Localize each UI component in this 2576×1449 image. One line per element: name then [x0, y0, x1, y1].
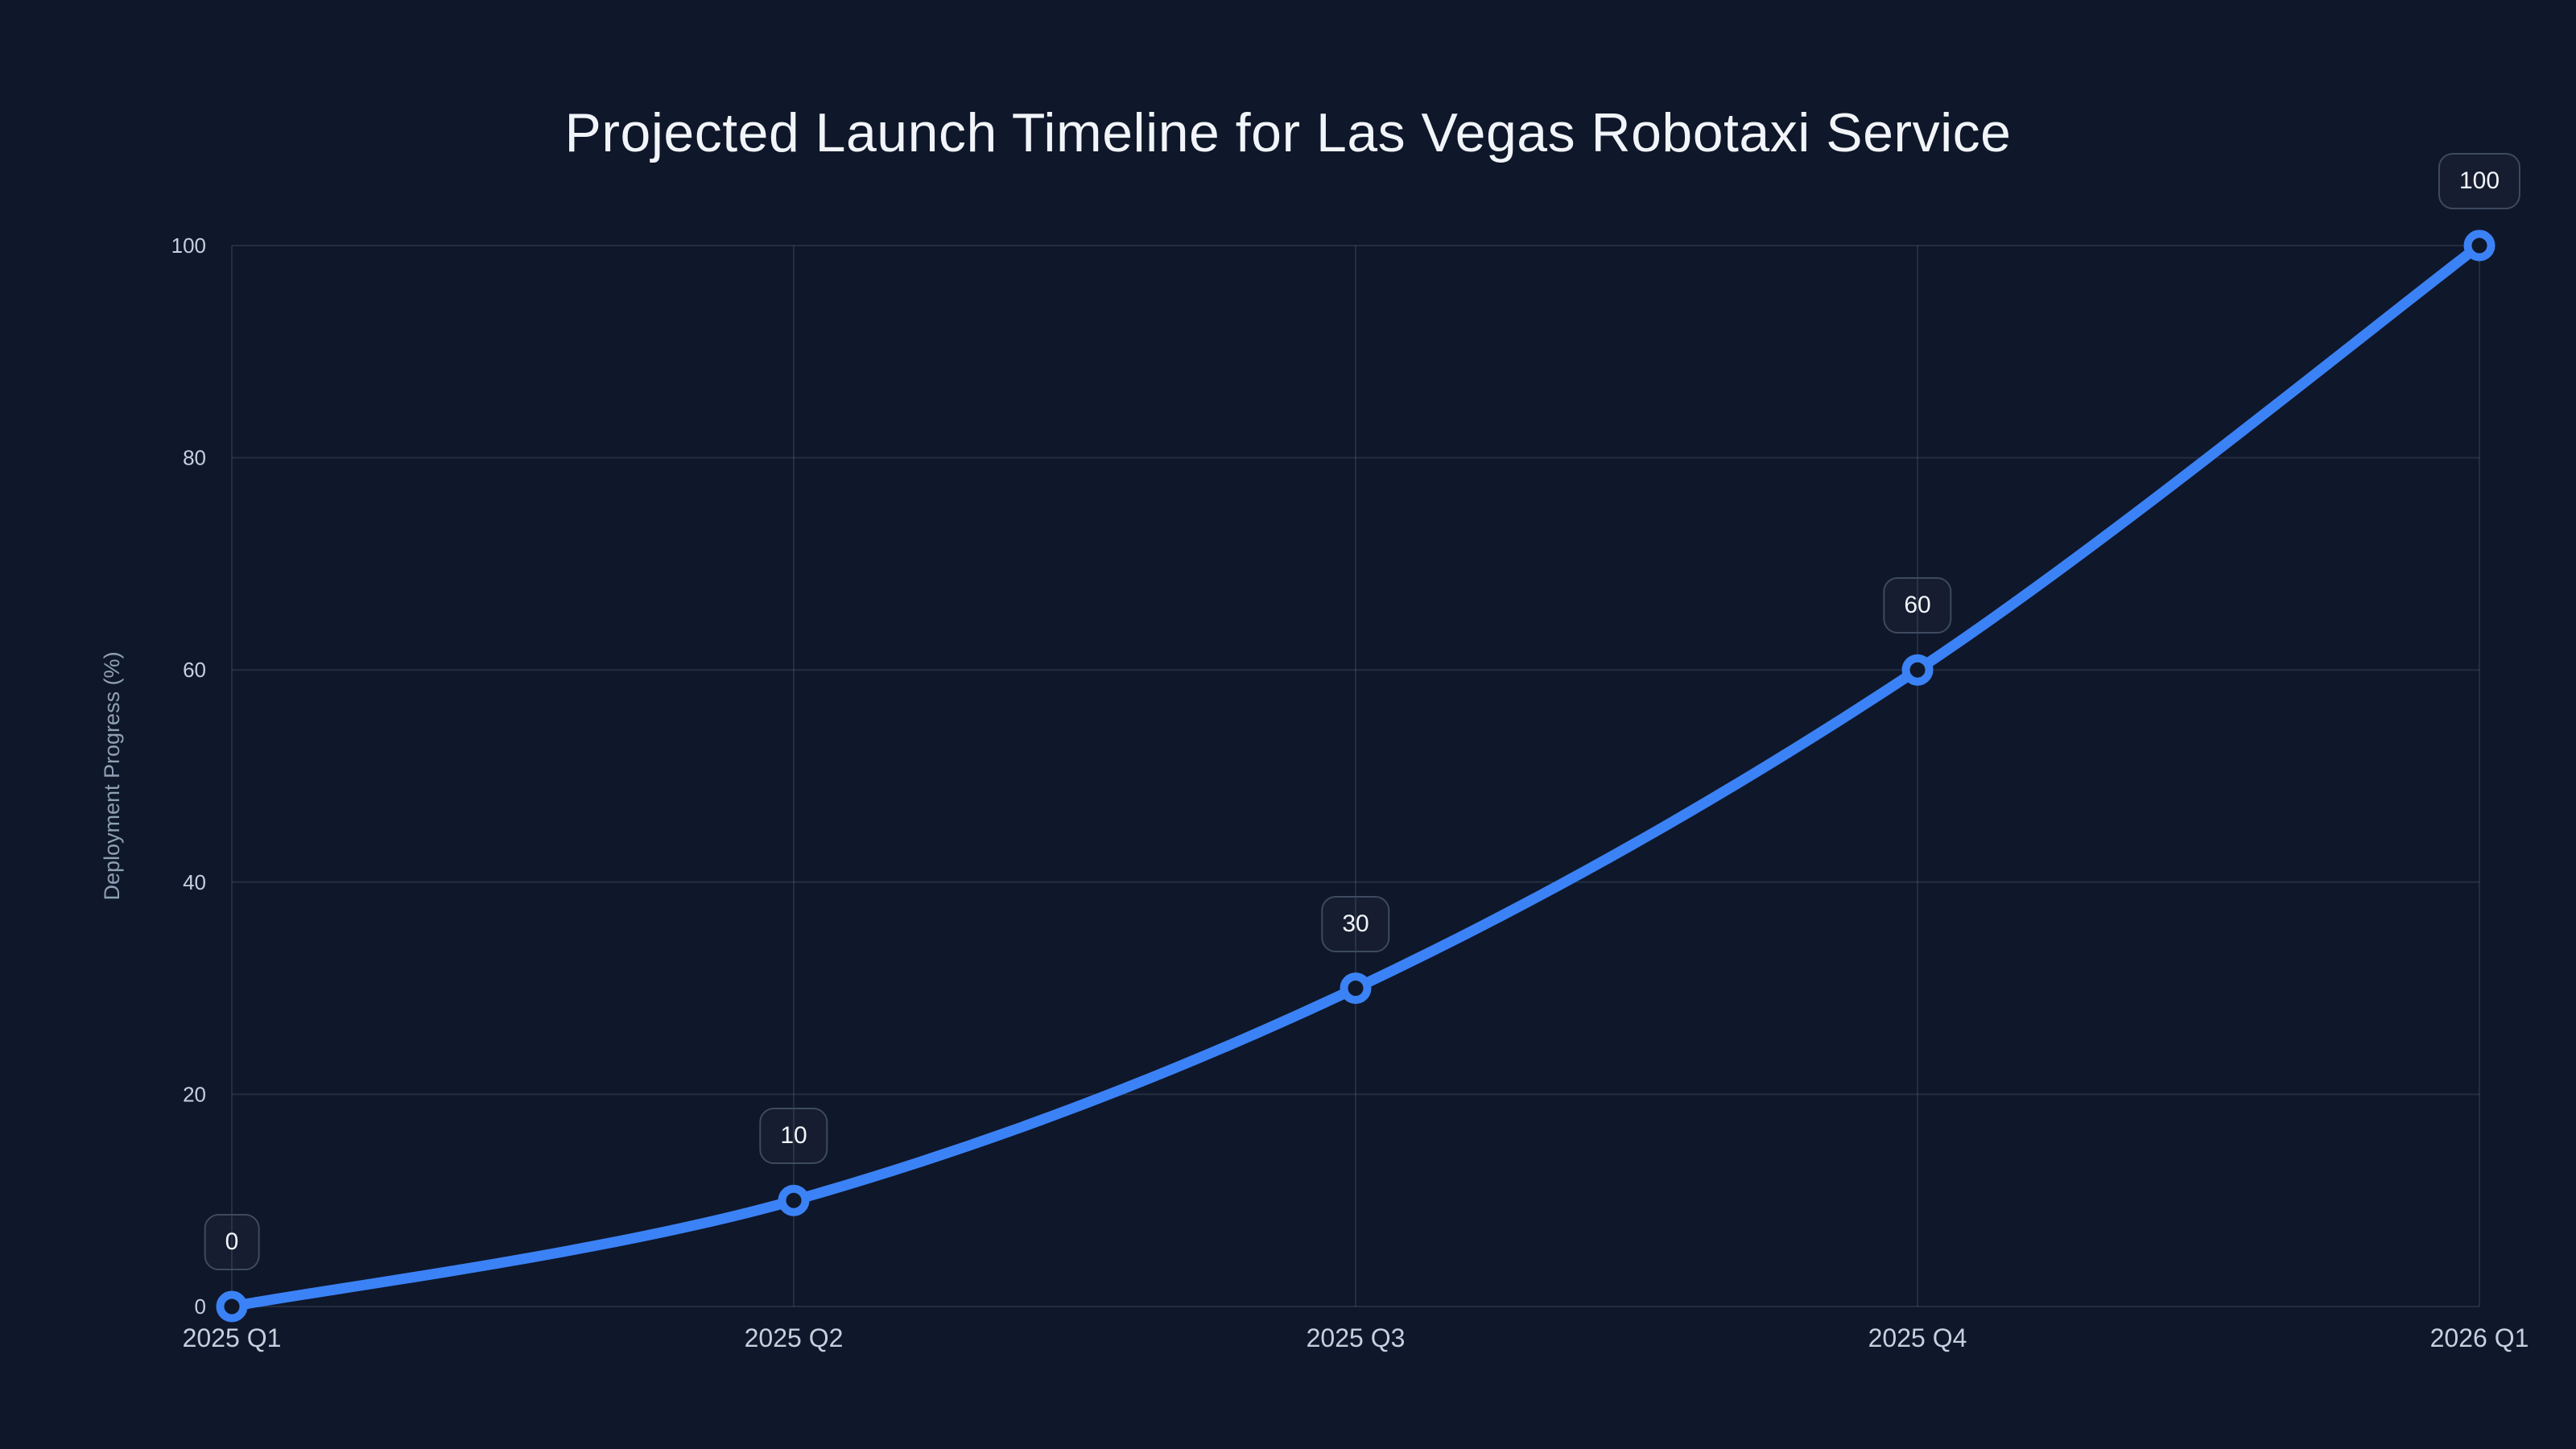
chart-title: Projected Launch Timeline for Las Vegas …	[564, 102, 2012, 163]
data-point-marker	[216, 1290, 248, 1323]
y-tick-label: 40	[183, 870, 206, 894]
y-axis-tick-labels: 0 20 40 60 80 100	[171, 233, 206, 1319]
point-value-badge: 0	[204, 1214, 260, 1270]
y-tick-label: 80	[183, 446, 206, 470]
data-point-marker	[1340, 972, 1372, 1005]
data-point-marker	[2463, 229, 2496, 262]
x-tick-label: 2025 Q3	[1307, 1323, 1406, 1352]
gridlines	[231, 245, 2480, 1307]
y-tick-label: 20	[183, 1082, 206, 1106]
series-line	[226, 240, 2485, 1312]
point-value-badge: 10	[759, 1108, 828, 1165]
data-point-marker	[778, 1184, 810, 1216]
x-tick-label: 2026 Q1	[2430, 1323, 2529, 1352]
x-tick-label: 2025 Q4	[1868, 1323, 1967, 1352]
y-tick-label: 100	[171, 233, 206, 258]
data-point-markers	[216, 229, 2496, 1323]
point-value-badge: 60	[1883, 577, 1952, 634]
y-tick-label: 60	[183, 658, 206, 682]
y-tick-label: 0	[195, 1294, 206, 1319]
point-value-badge: 30	[1321, 895, 1390, 952]
x-tick-label: 2025 Q1	[183, 1323, 282, 1352]
point-value-badge: 100	[2438, 153, 2521, 209]
data-point-marker	[1901, 654, 1934, 686]
y-axis-title: Deployment Progress (%)	[100, 651, 124, 900]
x-axis-tick-labels: 2025 Q1 2025 Q2 2025 Q3 2025 Q4 2026 Q1	[183, 1323, 2529, 1352]
x-tick-label: 2025 Q2	[745, 1323, 844, 1352]
